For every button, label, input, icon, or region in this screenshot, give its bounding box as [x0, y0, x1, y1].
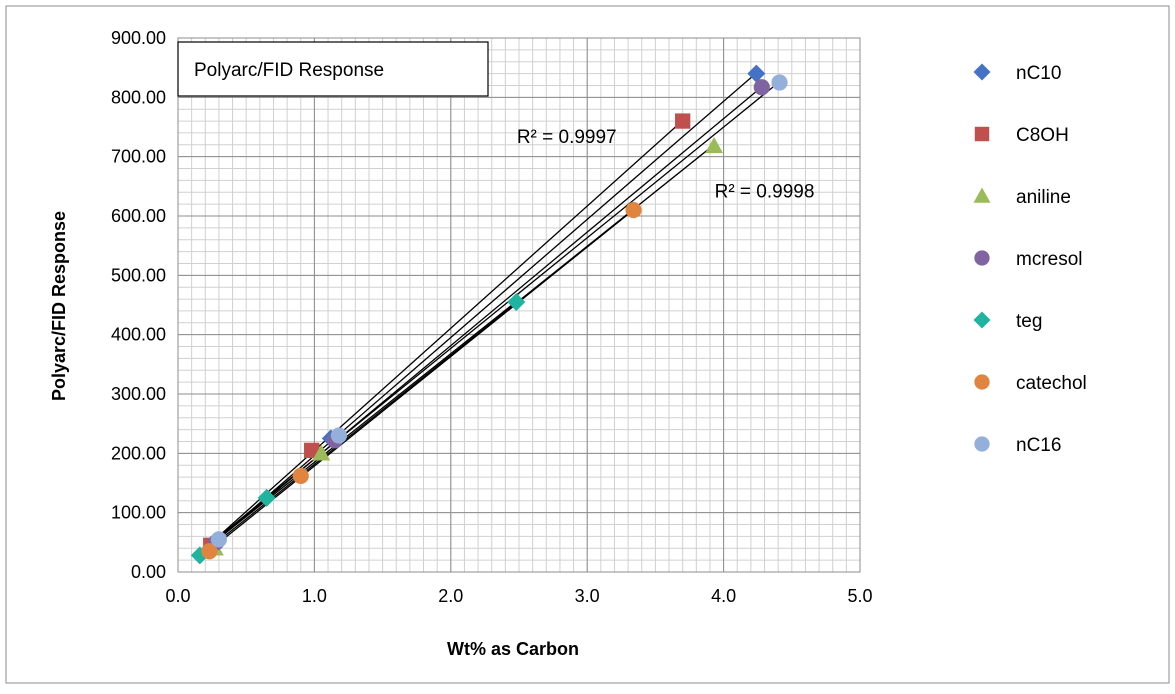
data-point-C8OH — [304, 442, 320, 459]
trendline-nC16 — [218, 81, 780, 538]
legend-label: nC16 — [1016, 435, 1061, 456]
data-point-teg — [507, 293, 526, 312]
legend-item-nC16: nC16 — [974, 435, 1061, 456]
data-point-nC16 — [771, 74, 788, 91]
trendline-catechol — [208, 209, 634, 551]
y-axis-title: Polyarc/FID Response — [49, 211, 69, 401]
trendline-nC10 — [213, 72, 757, 544]
legend-item-catechol: catechol — [974, 373, 1087, 394]
y-tick-label: 800.00 — [111, 87, 166, 107]
data-point-nC16 — [330, 427, 348, 444]
legend-label: teg — [1016, 311, 1042, 332]
data-point-catechol — [201, 543, 218, 560]
y-tick-label: 100.00 — [111, 503, 166, 523]
r-squared-label: R² = 0.9997 — [517, 127, 617, 148]
legend-item-C8OH: C8OH — [974, 125, 1069, 146]
legend-label: catechol — [1016, 373, 1087, 394]
legend-item-mcresol: mcresol — [974, 249, 1083, 270]
x-tick-label: 3.0 — [575, 586, 600, 606]
x-tick-label: 5.0 — [847, 586, 872, 606]
legend-label: aniline — [1016, 187, 1071, 208]
legend-marker-teg — [973, 311, 991, 329]
y-tick-label: 600.00 — [111, 206, 166, 226]
x-axis-title: Wt% as Carbon — [447, 639, 579, 659]
data-point-aniline — [705, 136, 724, 154]
data-point-aniline — [312, 444, 331, 461]
x-tick-label: 1.0 — [302, 586, 327, 606]
y-tick-label: 300.00 — [111, 384, 166, 404]
legend-marker-C8OH — [974, 126, 990, 142]
x-tick-label: 4.0 — [711, 586, 736, 606]
y-tick-label: 900.00 — [111, 28, 166, 48]
legend-label: nC10 — [1016, 63, 1061, 84]
legend-item-teg: teg — [973, 311, 1042, 332]
trendline-C8OH — [210, 120, 684, 544]
y-tick-label: 400.00 — [111, 325, 166, 345]
legend-marker-mcresol — [974, 250, 990, 266]
legend-label: C8OH — [1016, 125, 1069, 146]
x-tick-label: 2.0 — [438, 586, 463, 606]
legend-marker-nC10 — [973, 63, 991, 81]
r-squared-label: R² = 0.9998 — [715, 181, 815, 202]
data-point-catechol — [625, 201, 642, 219]
legend-marker-aniline — [973, 187, 991, 203]
chart-title: Polyarc/FID Response — [194, 60, 384, 81]
y-tick-label: 500.00 — [111, 265, 166, 285]
legend-marker-catechol — [974, 374, 990, 390]
data-point-catechol — [292, 467, 309, 484]
y-tick-label: 0.00 — [131, 562, 166, 582]
legend-item-nC10: nC10 — [973, 63, 1061, 84]
data-point-C8OH — [675, 113, 691, 129]
y-tick-label: 200.00 — [111, 443, 166, 463]
data-point-teg — [257, 488, 276, 507]
data-point-mcresol — [753, 79, 770, 96]
legend-label: mcresol — [1016, 249, 1083, 270]
legend-item-aniline: aniline — [973, 187, 1071, 208]
data-point-nC16 — [210, 531, 228, 548]
chart-title-box — [177, 41, 489, 97]
data-point-nC10 — [747, 64, 766, 83]
trendline-teg — [199, 301, 517, 554]
x-tick-label: 0.0 — [165, 586, 190, 606]
legend-marker-nC16 — [974, 436, 990, 452]
y-tick-label: 700.00 — [111, 147, 166, 167]
